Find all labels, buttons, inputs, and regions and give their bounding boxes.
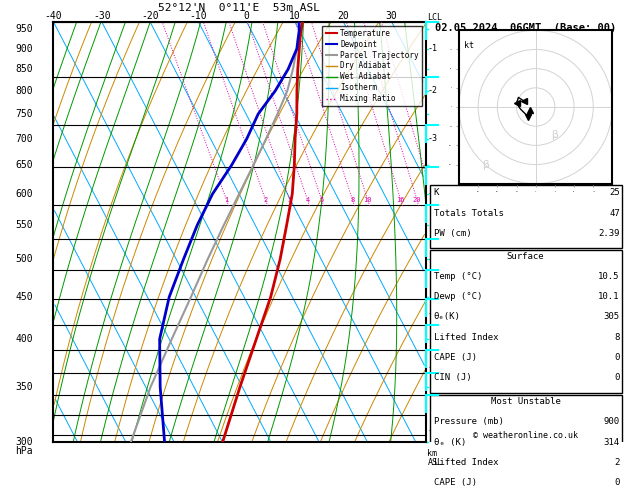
Text: 750: 750 [15, 109, 33, 119]
Text: 650: 650 [15, 160, 33, 170]
Text: 0: 0 [615, 373, 620, 382]
Text: -5: -5 [427, 255, 437, 264]
Text: hPa: hPa [15, 447, 33, 456]
Bar [430, 250, 622, 393]
Bar [430, 185, 622, 248]
Text: 25: 25 [609, 189, 620, 197]
Text: LCL: LCL [427, 13, 442, 22]
Text: PW (cm): PW (cm) [433, 229, 471, 238]
Text: Mixing Ratio (g/kg): Mixing Ratio (g/kg) [442, 185, 450, 279]
Text: Totals Totals: Totals Totals [433, 208, 503, 218]
Text: 4: 4 [306, 197, 309, 203]
Text: 900: 900 [604, 417, 620, 426]
Text: Pressure (mb): Pressure (mb) [433, 417, 503, 426]
Text: 0: 0 [615, 478, 620, 486]
Text: 0: 0 [615, 353, 620, 362]
Legend: Temperature, Dewpoint, Parcel Trajectory, Dry Adiabat, Wet Adiabat, Isotherm, Mi: Temperature, Dewpoint, Parcel Trajectory… [323, 26, 421, 106]
Text: 20: 20 [338, 11, 349, 21]
Text: 8: 8 [615, 332, 620, 342]
Text: -10: -10 [189, 11, 207, 21]
Bar [430, 395, 622, 486]
Text: Temp (°C): Temp (°C) [433, 272, 482, 281]
Text: 850: 850 [15, 64, 33, 74]
Text: 02.05.2024  06GMT  (Base: 00): 02.05.2024 06GMT (Base: 00) [435, 23, 616, 33]
Text: CAPE (J): CAPE (J) [433, 353, 477, 362]
Text: θₑ(K): θₑ(K) [433, 312, 460, 321]
Text: Lifted Index: Lifted Index [433, 458, 498, 467]
Text: 10: 10 [364, 197, 372, 203]
Text: 20: 20 [413, 197, 421, 203]
Text: 10.1: 10.1 [598, 292, 620, 301]
Text: -4: -4 [427, 190, 437, 198]
Text: 2: 2 [264, 197, 268, 203]
Text: 950: 950 [15, 24, 33, 35]
Text: -30: -30 [93, 11, 111, 21]
Text: -6: -6 [427, 309, 437, 318]
Text: 8: 8 [350, 197, 355, 203]
Text: 550: 550 [15, 220, 33, 230]
Text: K: K [433, 189, 439, 197]
Text: 30: 30 [386, 11, 398, 21]
Text: -2: -2 [427, 87, 437, 95]
Text: 400: 400 [15, 334, 33, 344]
Text: Dewp (°C): Dewp (°C) [433, 292, 482, 301]
Text: 800: 800 [15, 86, 33, 96]
Text: 5: 5 [320, 197, 324, 203]
Text: 10: 10 [289, 11, 301, 21]
Text: -40: -40 [45, 11, 62, 21]
Text: 314: 314 [604, 437, 620, 447]
Text: 500: 500 [15, 254, 33, 264]
Text: θₑ (K): θₑ (K) [433, 437, 466, 447]
Text: 305: 305 [604, 312, 620, 321]
Text: 600: 600 [15, 189, 33, 199]
Text: 900: 900 [15, 44, 33, 53]
Text: 350: 350 [15, 382, 33, 392]
Text: Surface: Surface [507, 252, 545, 261]
Text: 3: 3 [287, 197, 292, 203]
Text: 2: 2 [615, 458, 620, 467]
Text: 10.5: 10.5 [598, 272, 620, 281]
Text: 47: 47 [609, 208, 620, 218]
Text: 300: 300 [15, 437, 33, 447]
Text: 52°12'N  0°11'E  53m ASL: 52°12'N 0°11'E 53m ASL [159, 3, 321, 14]
Text: -3: -3 [427, 134, 437, 143]
Text: 700: 700 [15, 134, 33, 144]
Text: Most Unstable: Most Unstable [491, 397, 560, 406]
Text: CAPE (J): CAPE (J) [433, 478, 477, 486]
Text: 2.39: 2.39 [598, 229, 620, 238]
Text: Lifted Index: Lifted Index [433, 332, 498, 342]
Text: CIN (J): CIN (J) [433, 373, 471, 382]
Text: -1: -1 [427, 44, 437, 53]
Text: km
ASL: km ASL [427, 449, 442, 467]
Text: © weatheronline.co.uk: © weatheronline.co.uk [473, 431, 578, 440]
Text: -8: -8 [427, 426, 437, 435]
Text: -7: -7 [427, 363, 437, 372]
Text: 0: 0 [244, 11, 250, 21]
Text: 1: 1 [225, 197, 229, 203]
Text: -20: -20 [142, 11, 159, 21]
Text: 450: 450 [15, 292, 33, 302]
Text: 16: 16 [396, 197, 405, 203]
